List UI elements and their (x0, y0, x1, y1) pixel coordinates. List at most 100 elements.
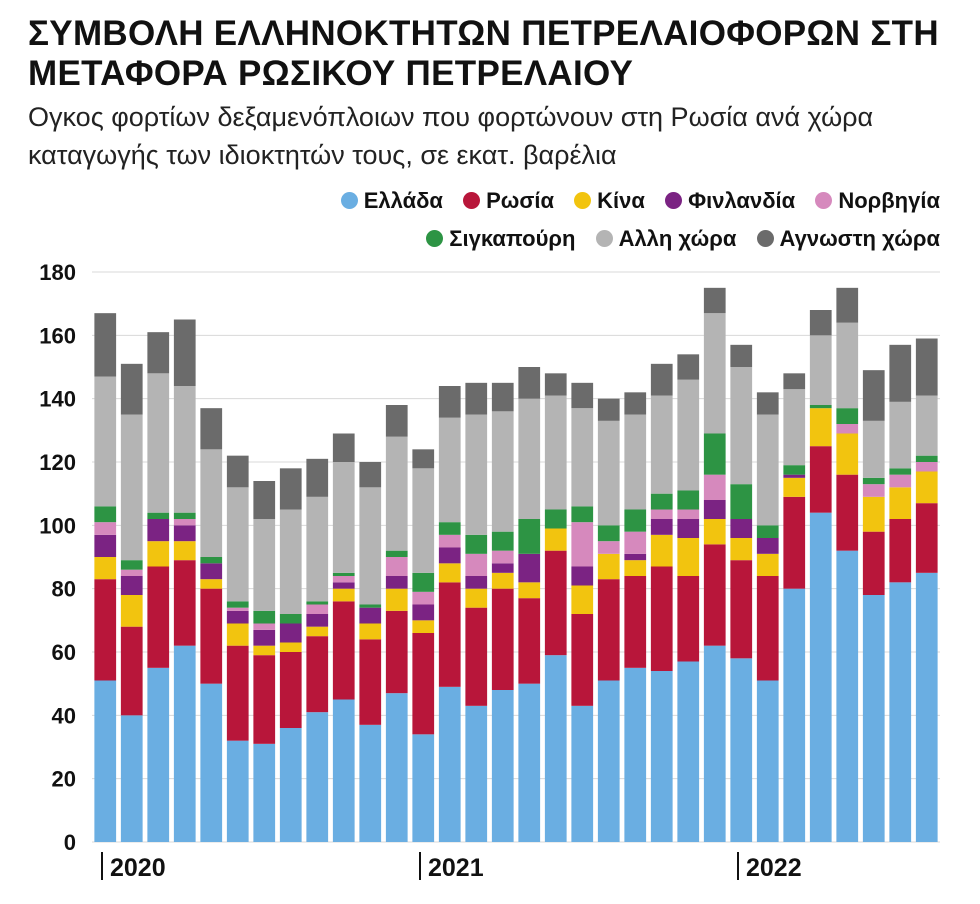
bar-segment (94, 313, 117, 377)
bar-segment (650, 363, 673, 396)
y-tick-label: 120 (39, 450, 76, 475)
bar-segment (889, 468, 912, 475)
bar-segment (889, 487, 912, 519)
legend-label: Κίνα (597, 188, 645, 213)
bar-segment (359, 639, 382, 725)
bar-segment (200, 449, 223, 557)
bar-segment (915, 572, 938, 842)
bar-segment (677, 661, 700, 842)
bar-segment (491, 690, 514, 842)
bar-segment (147, 541, 170, 567)
y-tick-label: 40 (52, 703, 76, 728)
bar-segment (120, 560, 143, 570)
bar-segment (226, 487, 249, 602)
bar-segment (253, 743, 276, 842)
bar-segment (226, 740, 249, 842)
bar-segment (571, 522, 594, 567)
bar-segment (756, 414, 779, 526)
bar-segment (253, 655, 276, 744)
bar-segment (200, 563, 223, 580)
bar-segment (94, 534, 117, 557)
bar-segment (624, 560, 647, 576)
bar-segment (491, 550, 514, 564)
bar-segment (862, 484, 885, 497)
bar-segment (332, 433, 355, 462)
legend-label: Ρωσία (486, 188, 555, 213)
bar-segment (677, 519, 700, 538)
bar-segment (889, 474, 912, 488)
bar-segment (94, 680, 117, 842)
bar-segment (809, 335, 832, 405)
bar-segment (677, 379, 700, 491)
bar-segment (571, 382, 594, 409)
bar-segment (279, 623, 302, 643)
bar-segment (94, 376, 117, 507)
bar-segment (703, 519, 726, 545)
y-tick-label: 100 (39, 513, 76, 538)
bar-segment (147, 332, 170, 374)
bar-segment (915, 503, 938, 573)
bar-segment (650, 509, 673, 519)
bar-segment (862, 496, 885, 532)
legend-swatch (665, 192, 683, 209)
bar-segment (677, 509, 700, 519)
bar-segment (465, 588, 488, 608)
bar-segment (465, 414, 488, 535)
bar-segment (650, 493, 673, 510)
legend-label: Αλλη χώρα (618, 226, 737, 251)
bar-segment (253, 629, 276, 646)
bar-segment (544, 528, 567, 551)
bar-segment (253, 645, 276, 656)
bar-segment (518, 519, 541, 554)
bar-segment (836, 550, 859, 842)
legend-swatch (426, 230, 444, 247)
bar-segment (571, 566, 594, 586)
bar-segment (279, 642, 302, 652)
bar-segment (836, 322, 859, 409)
bar-segment (200, 408, 223, 450)
bar-segment (730, 658, 753, 842)
bar-segment (571, 705, 594, 842)
bar-segment (756, 576, 779, 681)
bar-segment (756, 392, 779, 415)
bar-segment (226, 645, 249, 741)
bar-segment (571, 408, 594, 507)
legend-item-greece: Ελλάδα (340, 182, 443, 220)
bar-segment (412, 572, 435, 592)
bar-segment (624, 392, 647, 415)
bar-segment (862, 531, 885, 595)
bar-segment (226, 607, 249, 611)
bar-segment (226, 601, 249, 608)
bar-segment (438, 417, 461, 523)
bar-segment (332, 582, 355, 589)
bar-segment (120, 414, 143, 561)
bar-segment (465, 382, 488, 415)
bar-segment (677, 538, 700, 576)
bar-segment (677, 490, 700, 510)
legend-item-singapore: Σιγκαπούρη (426, 220, 575, 258)
bar-segment (147, 519, 170, 542)
bar-segment (703, 287, 726, 314)
bar-segment (650, 671, 673, 842)
legend-swatch (756, 230, 774, 247)
bar-segment (730, 344, 753, 367)
bar-segment (385, 588, 408, 611)
y-tick-label: 160 (39, 323, 76, 348)
bar-segment (624, 576, 647, 668)
bar-segment (836, 408, 859, 424)
bar-segment (465, 553, 488, 576)
bar-segment (571, 614, 594, 706)
y-tick-label: 140 (39, 387, 76, 412)
bar-segment (412, 591, 435, 605)
legend-label: Σιγκαπούρη (449, 226, 576, 251)
bar-segment (730, 560, 753, 659)
bar-segment (173, 525, 196, 542)
bar-segment (385, 693, 408, 842)
bar-segment (438, 686, 461, 842)
bar-segment (783, 465, 806, 475)
bar-segment (306, 712, 329, 842)
bar-segment (491, 588, 514, 690)
bar-segment (518, 367, 541, 399)
legend-item-unknown-country: Αγνωστη χώρα (756, 220, 940, 258)
bar-segment (836, 433, 859, 475)
